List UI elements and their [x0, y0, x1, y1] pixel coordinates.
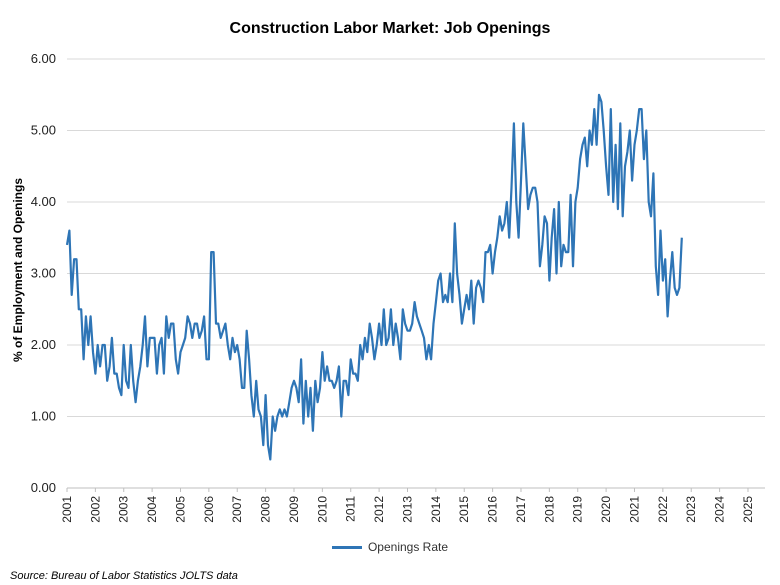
x-tick-label: 2018	[542, 496, 556, 523]
x-tick-label: 2023	[684, 496, 698, 523]
x-tick-label: 2009	[287, 496, 301, 523]
x-tick-label: 2025	[741, 496, 755, 523]
y-axis-ticks: 0.00 1.00 2.00 3.00 4.00 5.00 6.00	[31, 51, 56, 495]
x-tick-label: 2005	[173, 496, 187, 523]
x-tick-label: 2011	[344, 496, 358, 522]
y-tick-label: 1.00	[31, 409, 56, 424]
x-tick-label: 2004	[145, 496, 159, 523]
x-tick-label: 2007	[230, 496, 244, 523]
y-tick-label: 3.00	[31, 266, 56, 281]
x-axis-ticks: 2001 2002 2003 2004 2005 2006 2007 2008 2009 2010…	[60, 488, 755, 523]
x-tick-label: 2013	[400, 496, 414, 523]
x-tick-label: 2022	[656, 496, 670, 523]
x-tick-label: 2002	[88, 496, 102, 523]
x-tick-label: 2014	[429, 496, 443, 523]
x-tick-label: 2021	[627, 496, 641, 523]
y-tick-label: 0.00	[31, 480, 56, 495]
source-note: Source: Bureau of Labor Statistics JOLTS…	[10, 570, 238, 582]
legend-swatch	[331, 545, 362, 549]
x-tick-label: 2024	[713, 496, 727, 523]
x-tick-label: 2010	[315, 496, 329, 523]
x-tick-label: 2017	[514, 496, 528, 523]
x-tick-label: 2016	[486, 496, 500, 523]
x-tick-label: 2008	[259, 496, 273, 523]
y-tick-label: 5.00	[31, 123, 56, 138]
x-tick-label: 2012	[372, 496, 386, 523]
y-tick-label: 2.00	[31, 337, 56, 352]
legend-label: Openings Rate	[367, 540, 449, 554]
series-line-openings-rate	[65, 93, 683, 461]
legend: Openings Rate	[0, 540, 780, 554]
chart-title: Construction Labor Market: Job Openings	[229, 20, 551, 37]
y-tick-label: 6.00	[31, 51, 56, 66]
x-tick-label: 2015	[457, 496, 471, 523]
x-tick-label: 2001	[60, 496, 74, 523]
x-tick-label: 2006	[202, 496, 216, 523]
x-tick-label: 2020	[599, 496, 613, 523]
x-tick-label: 2019	[571, 496, 585, 523]
y-tick-label: 4.00	[31, 194, 56, 209]
x-tick-label: 2003	[117, 496, 131, 523]
